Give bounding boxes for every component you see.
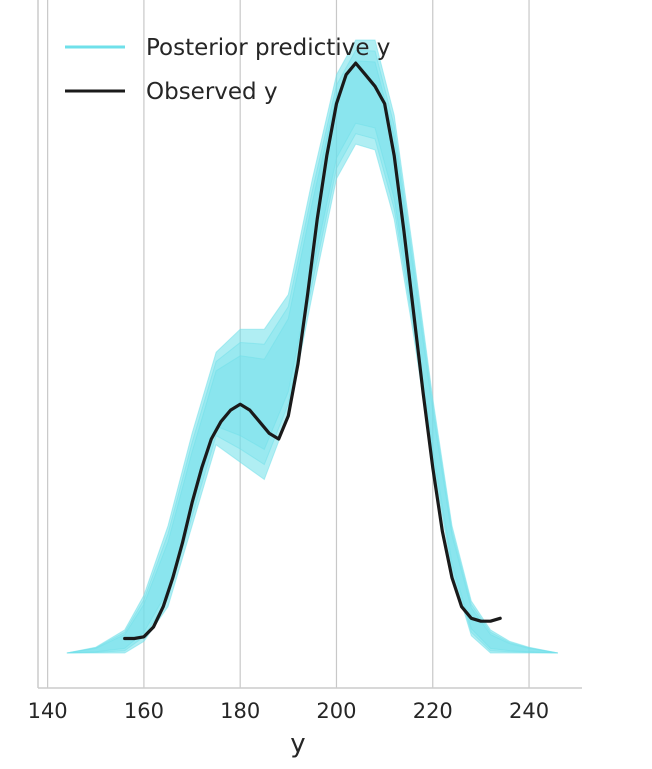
x-tick-label-180: 180 (220, 699, 260, 723)
observed-line-group (123, 61, 502, 641)
legend-label-2: Observed y (146, 79, 278, 105)
posterior-band-layer-1 (66, 39, 558, 654)
legend: Posterior predictive y Observed y (65, 35, 390, 105)
observed-y-line (123, 61, 502, 641)
x-tick-label-200: 200 (316, 699, 356, 723)
x-tick-labels: 140 160 180 200 220 240 (28, 699, 550, 723)
x-axis-label: y (290, 729, 305, 759)
posterior-band-layer-3 (66, 60, 558, 654)
x-tick-label-160: 160 (124, 699, 164, 723)
posterior-predictive-band (66, 39, 558, 654)
x-tick-label-140: 140 (28, 699, 68, 723)
legend-label-1: Posterior predictive y (146, 35, 390, 61)
x-tick-label-240: 240 (509, 699, 549, 723)
x-tick-label-220: 220 (413, 699, 453, 723)
posterior-band-layer-2 (66, 49, 558, 654)
